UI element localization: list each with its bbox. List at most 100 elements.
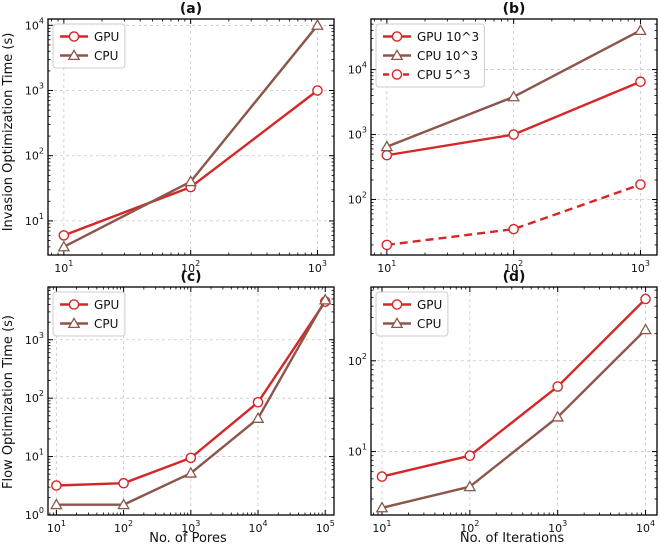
legend-marker bbox=[391, 299, 403, 310]
data-point bbox=[251, 411, 265, 423]
data-point bbox=[639, 323, 652, 335]
x-tick-label: 104 bbox=[636, 519, 655, 535]
data-point bbox=[634, 23, 647, 35]
legend-label: GPU bbox=[417, 298, 442, 312]
series-line-1 bbox=[381, 328, 647, 509]
data-point bbox=[635, 179, 646, 190]
data-point bbox=[311, 18, 324, 30]
data-point bbox=[184, 175, 197, 187]
x-tick-label: 103 bbox=[308, 259, 327, 275]
y-tick-label: 102 bbox=[25, 389, 44, 405]
data-point bbox=[381, 239, 393, 251]
y-tick-label: 103 bbox=[25, 82, 44, 98]
panel-title: (d) bbox=[503, 269, 526, 285]
legend-label: CPU bbox=[417, 317, 441, 331]
y-tick-label: 100 bbox=[25, 506, 44, 522]
x-tick-label: 103 bbox=[181, 519, 200, 535]
data-point bbox=[507, 90, 520, 102]
ylabel-top: Invasion Optimization Time (s) bbox=[1, 33, 16, 232]
panel-d: 101 102 103 104 101 102 (d) GPU CPU bbox=[348, 269, 658, 535]
x-tick-label: 101 bbox=[54, 259, 73, 275]
y-tick-label: 101 bbox=[348, 443, 367, 459]
data-point bbox=[381, 149, 393, 161]
legend-label: CPU 5^3 bbox=[417, 68, 471, 82]
legend: GPU 10^3 CPU 10^3 CPU 5^3 bbox=[375, 23, 485, 88]
x-tick-label: 102 bbox=[114, 519, 133, 535]
data-point bbox=[508, 223, 519, 235]
data-point bbox=[464, 450, 476, 462]
panel-title: (b) bbox=[503, 1, 526, 17]
data-point bbox=[118, 477, 129, 489]
legend-label: GPU bbox=[94, 298, 119, 312]
data-point bbox=[50, 498, 63, 510]
legend-label: CPU bbox=[94, 49, 118, 63]
data-point bbox=[508, 129, 519, 140]
legend-marker bbox=[391, 69, 403, 80]
legend-label: GPU bbox=[94, 30, 119, 44]
data-point bbox=[184, 466, 198, 478]
legend-marker bbox=[67, 48, 81, 61]
legend-label: GPU 10^3 bbox=[417, 30, 479, 44]
series-line-0 bbox=[381, 298, 647, 478]
data-point bbox=[380, 140, 394, 152]
x-tick-label: 102 bbox=[504, 259, 523, 275]
legend-marker bbox=[390, 48, 404, 61]
legend-box bbox=[375, 23, 485, 88]
data-point bbox=[312, 85, 323, 96]
y-tick-label: 104 bbox=[25, 16, 44, 32]
x-tick-label: 101 bbox=[372, 519, 391, 535]
x-tick-label: 101 bbox=[377, 259, 396, 275]
panel-a: 101 102 103 101 102 103 104 (a) GPU CPU bbox=[25, 1, 335, 275]
panel-b: 101 102 103 102 103 104 (b) GPU 10^3 CPU 10^3 CPU… bbox=[348, 1, 658, 275]
xlabel-right: No. of Iterations bbox=[460, 531, 565, 545]
y-tick-label: 104 bbox=[348, 61, 367, 77]
xlabel-left: No. of Pores bbox=[149, 531, 227, 545]
data-point bbox=[552, 381, 563, 392]
x-tick-label: 104 bbox=[248, 519, 267, 535]
data-point bbox=[117, 498, 130, 510]
y-tick-label: 102 bbox=[348, 191, 367, 207]
x-tick-label: 105 bbox=[316, 519, 335, 535]
data-point bbox=[376, 471, 388, 482]
data-point bbox=[58, 230, 70, 241]
data-point bbox=[375, 501, 389, 513]
legend-label: CPU bbox=[94, 317, 118, 331]
x-tick-label: 103 bbox=[631, 259, 650, 275]
x-tick-label: 102 bbox=[181, 259, 200, 275]
y-tick-label: 102 bbox=[348, 352, 367, 368]
data-point bbox=[57, 240, 71, 252]
data-point bbox=[551, 410, 565, 422]
y-tick-label: 103 bbox=[348, 126, 367, 142]
data-point bbox=[318, 293, 332, 305]
data-point bbox=[640, 293, 651, 305]
plot-frame bbox=[370, 286, 658, 516]
panel-title: (a) bbox=[180, 1, 202, 17]
plot-frame bbox=[370, 18, 658, 256]
legend-marker bbox=[391, 31, 403, 42]
ylabel-bottom: Flow Optimization Time (s) bbox=[1, 315, 16, 489]
y-tick-label: 102 bbox=[25, 147, 44, 163]
data-point bbox=[51, 480, 62, 491]
data-point bbox=[463, 480, 477, 492]
plot-frame bbox=[47, 286, 335, 516]
data-point bbox=[252, 396, 264, 408]
plot-frame bbox=[47, 18, 335, 256]
legend-marker bbox=[68, 31, 80, 42]
legend: GPU CPU bbox=[375, 291, 449, 337]
y-tick-label: 101 bbox=[25, 448, 44, 464]
x-tick-label: 101 bbox=[47, 519, 66, 535]
data-point bbox=[185, 452, 197, 464]
x-tick-label: 103 bbox=[548, 519, 567, 535]
legend-label: CPU 10^3 bbox=[417, 49, 478, 63]
panel-title: (c) bbox=[180, 269, 201, 285]
legend-marker bbox=[390, 316, 404, 329]
series-line-2 bbox=[386, 183, 641, 247]
y-tick-label: 101 bbox=[25, 212, 44, 228]
legend-marker bbox=[67, 316, 81, 329]
y-tick-label: 103 bbox=[25, 331, 44, 347]
data-point bbox=[635, 76, 646, 88]
legend: GPU CPU bbox=[52, 23, 126, 69]
legend-marker bbox=[68, 299, 80, 310]
